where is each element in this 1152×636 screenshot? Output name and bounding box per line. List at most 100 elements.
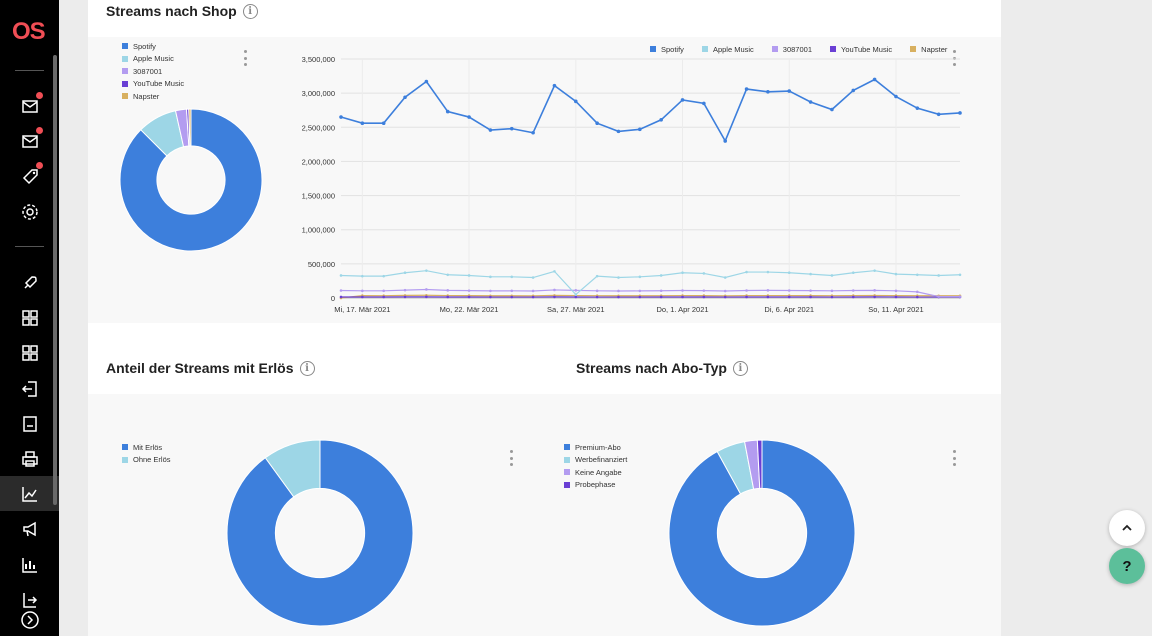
data-point[interactable] — [744, 87, 749, 91]
data-point[interactable] — [830, 295, 834, 299]
data-point[interactable] — [958, 295, 962, 298]
data-point[interactable] — [553, 270, 556, 273]
data-point[interactable] — [425, 295, 428, 299]
data-point[interactable] — [916, 273, 919, 277]
data-point[interactable] — [446, 295, 450, 299]
data-point[interactable] — [702, 289, 706, 292]
data-point[interactable] — [894, 289, 898, 293]
data-point[interactable] — [446, 289, 450, 292]
legend-item[interactable]: Keine Angabe — [564, 466, 627, 479]
sidebar-item-line-chart[interactable] — [18, 482, 42, 506]
data-point[interactable] — [553, 288, 556, 292]
data-point[interactable] — [638, 289, 642, 293]
sidebar-item-mail[interactable] — [18, 127, 43, 153]
data-point[interactable] — [873, 289, 876, 292]
data-point[interactable] — [403, 288, 407, 292]
chart-menu-kebab[interactable] — [508, 450, 514, 466]
data-point[interactable] — [531, 130, 535, 135]
series-line[interactable] — [340, 288, 960, 298]
data-point[interactable] — [851, 88, 856, 93]
sidebar-item-import[interactable] — [18, 377, 42, 401]
pie-slice[interactable] — [264, 439, 321, 498]
data-point[interactable] — [467, 115, 471, 119]
data-point[interactable] — [873, 269, 876, 272]
data-point[interactable] — [702, 295, 706, 299]
data-point[interactable] — [787, 289, 791, 292]
pie-slice[interactable] — [756, 439, 763, 489]
data-point[interactable] — [361, 289, 364, 293]
data-point[interactable] — [595, 289, 599, 293]
data-point[interactable] — [681, 289, 684, 292]
data-point[interactable] — [510, 275, 514, 279]
data-point[interactable] — [745, 270, 748, 274]
sidebar-item-bar-chart[interactable] — [18, 553, 42, 577]
data-point[interactable] — [681, 295, 684, 299]
data-point[interactable] — [489, 289, 492, 293]
data-point[interactable] — [766, 89, 770, 94]
legend-item[interactable]: Apple Music — [701, 43, 754, 56]
sidebar-item-grid[interactable] — [18, 306, 42, 330]
data-point[interactable] — [531, 295, 535, 299]
data-point[interactable] — [872, 77, 877, 82]
data-point[interactable] — [937, 274, 940, 277]
legend-item[interactable]: YouTube Music — [122, 78, 184, 91]
data-point[interactable] — [617, 289, 620, 293]
data-point[interactable] — [638, 127, 642, 132]
legend-item[interactable]: Werbefinanziert — [564, 454, 627, 467]
sidebar-item-chevron-right[interactable] — [18, 608, 42, 632]
data-point[interactable] — [553, 295, 556, 299]
data-point[interactable] — [766, 295, 770, 299]
data-point[interactable] — [766, 270, 770, 274]
data-point[interactable] — [509, 126, 514, 131]
chart-menu-kebab[interactable] — [951, 50, 957, 66]
data-point[interactable] — [638, 295, 642, 299]
legend-item[interactable]: Premium-Abo — [564, 441, 627, 454]
legend-item[interactable]: YouTube Music — [830, 43, 892, 56]
data-point[interactable] — [403, 95, 407, 100]
data-point[interactable] — [723, 295, 727, 299]
data-point[interactable] — [787, 271, 791, 275]
data-point[interactable] — [446, 273, 450, 277]
legend-item[interactable]: Apple Music — [122, 53, 184, 66]
data-point[interactable] — [467, 295, 471, 299]
legend-item[interactable]: Spotify — [650, 43, 684, 56]
logo[interactable]: OS — [12, 18, 46, 45]
legend-item[interactable]: 3087001 — [771, 43, 812, 56]
data-point[interactable] — [510, 295, 514, 299]
data-point[interactable] — [830, 274, 834, 277]
data-point[interactable] — [851, 295, 855, 299]
data-point[interactable] — [382, 289, 385, 293]
sidebar-item-printer[interactable] — [18, 447, 42, 471]
data-point[interactable] — [574, 289, 578, 292]
sidebar-item-rocket[interactable] — [18, 271, 42, 295]
legend-item[interactable]: Spotify — [122, 40, 184, 53]
data-point[interactable] — [787, 89, 792, 93]
data-point[interactable] — [723, 289, 727, 293]
data-point[interactable] — [595, 121, 599, 125]
sidebar-item-tag[interactable] — [18, 162, 43, 188]
data-point[interactable] — [915, 106, 920, 110]
data-point[interactable] — [617, 276, 620, 279]
pie-slice[interactable] — [668, 439, 856, 627]
info-icon[interactable]: i — [299, 360, 315, 376]
data-point[interactable] — [638, 275, 642, 279]
data-point[interactable] — [723, 139, 728, 143]
pie-slice[interactable] — [226, 439, 414, 627]
data-point[interactable] — [702, 272, 706, 275]
data-point[interactable] — [745, 295, 748, 299]
data-point[interactable] — [916, 290, 919, 294]
info-icon[interactable]: i — [732, 360, 748, 376]
legend-item[interactable]: Mit Erlös — [122, 441, 171, 454]
data-point[interactable] — [403, 295, 407, 299]
data-point[interactable] — [510, 289, 514, 293]
data-point[interactable] — [616, 129, 621, 134]
data-point[interactable] — [467, 274, 471, 277]
sidebar-item-grid[interactable] — [18, 341, 42, 365]
data-point[interactable] — [723, 276, 727, 279]
legend-item[interactable]: Probephase — [564, 479, 627, 492]
data-point[interactable] — [339, 274, 343, 277]
data-point[interactable] — [958, 111, 962, 115]
sidebar-item-mail[interactable] — [18, 92, 43, 118]
data-point[interactable] — [659, 117, 663, 122]
data-point[interactable] — [809, 289, 812, 292]
